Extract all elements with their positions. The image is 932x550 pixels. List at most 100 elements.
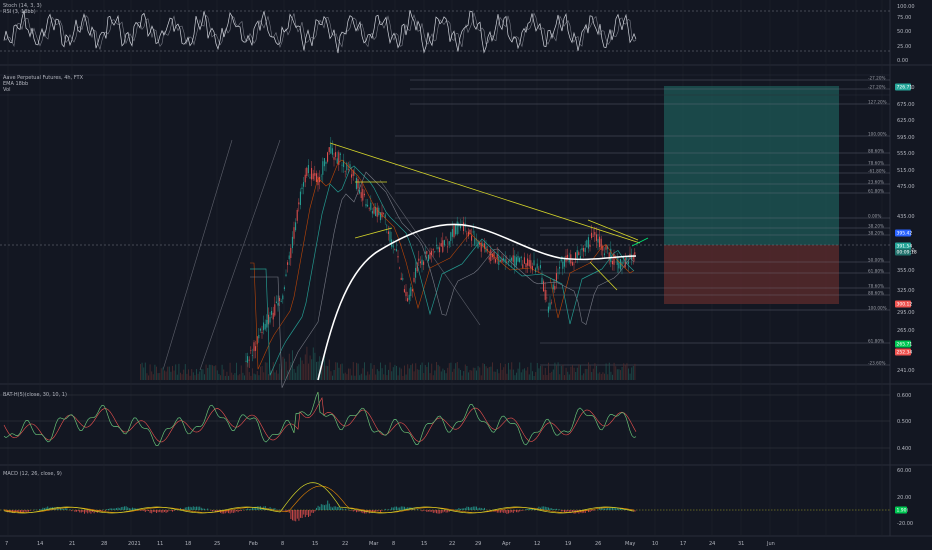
candle-body xyxy=(599,236,601,248)
price-axis-tick: 325.00 xyxy=(897,288,915,294)
macd-histogram-bar xyxy=(221,510,223,514)
candle-body xyxy=(562,261,564,269)
current-price-tag-bg xyxy=(895,242,911,250)
volume-bar xyxy=(332,375,333,380)
volume-bar xyxy=(476,370,477,380)
candle-body xyxy=(267,314,269,325)
time-axis[interactable]: 7 14 21 28 2021 11 18 25 Feb 8 15 22 Mar 8 15 22 29 Apr 12… xyxy=(5,541,775,547)
macd-histogram-bar xyxy=(522,510,524,511)
candle-body xyxy=(575,252,577,259)
macd-axis-tick: 20.00 xyxy=(897,495,911,501)
candle-body xyxy=(413,277,415,282)
candle-body xyxy=(627,261,629,264)
macd-histogram-bar xyxy=(477,508,479,510)
macd-histogram-bar xyxy=(168,510,170,511)
volume-bar xyxy=(170,371,172,380)
volume-bar xyxy=(421,362,423,380)
price-axes[interactable]: 100.0075.0050.0025.000.00725.00675.00625… xyxy=(897,4,915,527)
stoch-pane[interactable] xyxy=(0,10,890,54)
macd-histogram-bar xyxy=(548,507,549,510)
candle-body xyxy=(551,302,553,304)
volume-bar xyxy=(248,372,250,380)
macd-histogram-bar xyxy=(287,510,289,512)
candle-body xyxy=(453,225,455,238)
volume-bar xyxy=(554,362,556,380)
volume-bar xyxy=(388,369,389,380)
osc-axis-tick: 0.600 xyxy=(897,393,911,399)
volume-bar xyxy=(485,366,487,380)
target-zone[interactable] xyxy=(664,86,839,245)
macd-histogram-bar xyxy=(114,508,116,510)
candle-body xyxy=(280,301,282,302)
candle-body xyxy=(613,253,615,265)
candle-body xyxy=(573,263,575,265)
macd-histogram-bar xyxy=(455,509,457,510)
macd-histogram-bar xyxy=(21,510,23,514)
macd-histogram-bar xyxy=(316,507,317,510)
volume-bar xyxy=(612,374,613,380)
candle-body xyxy=(258,334,260,339)
macd-histogram-bar xyxy=(380,510,381,512)
candle-body xyxy=(295,222,297,231)
volume-bar xyxy=(437,364,439,380)
candle-body xyxy=(426,251,428,254)
volume-bar xyxy=(247,362,249,380)
candle-body xyxy=(495,259,497,263)
oscillator-pane[interactable] xyxy=(0,391,890,449)
macd-histogram-bar xyxy=(309,510,311,516)
macd-histogram-bar xyxy=(189,506,191,510)
macd-label[interactable]: MACD (12, 26, close, 9) xyxy=(3,471,62,477)
volume-bar xyxy=(615,366,617,380)
macd-histogram-bar xyxy=(610,507,612,510)
candle-body xyxy=(552,284,554,290)
volume-bar xyxy=(629,373,631,380)
macd-histogram-bar xyxy=(332,507,333,510)
macd-histogram-bar xyxy=(512,510,514,513)
osc-label[interactable]: BAT-H(5)(close, 30, 10, 1) xyxy=(3,392,67,398)
candle-body xyxy=(314,172,316,176)
stop-price-tag: 300.12 xyxy=(897,302,913,308)
macd-histogram-bar xyxy=(525,508,527,510)
volume-bar xyxy=(328,359,330,380)
volume-bar xyxy=(308,363,309,380)
macd-histogram-bar xyxy=(527,509,529,510)
volume-bar xyxy=(173,370,175,380)
vol-label[interactable]: Vol xyxy=(3,87,11,93)
rsi-label[interactable]: RSI (3, 18bb) xyxy=(3,9,36,15)
volume-bar xyxy=(397,375,399,380)
volume-bar xyxy=(367,371,369,380)
stop-zone[interactable] xyxy=(664,245,839,304)
macd-histogram-bar xyxy=(159,510,161,513)
volume-bar xyxy=(583,373,585,380)
volume-bar xyxy=(492,362,493,380)
macd-histogram-bar xyxy=(207,508,209,510)
volume-bar xyxy=(399,367,401,380)
price-pane[interactable] xyxy=(140,137,649,388)
volume-bar xyxy=(311,359,313,380)
macd-histogram-bar xyxy=(364,510,365,514)
macd-histogram-bar xyxy=(330,506,332,510)
volume-bar xyxy=(440,371,442,380)
volume-bar xyxy=(274,372,276,380)
macd-histogram-bar xyxy=(204,508,205,510)
stoch-label[interactable]: Stoch (14, 3, 3) xyxy=(3,3,42,9)
price-tag-a: 395.42 xyxy=(897,231,913,237)
macd-histogram-bar xyxy=(584,510,586,513)
volume-bar xyxy=(312,347,314,380)
symbol-title[interactable]: Aave Perpetual Futures, 4h, FTX xyxy=(3,75,84,81)
candle-body xyxy=(283,287,285,290)
candle-body xyxy=(515,257,517,266)
macd-histogram-bar xyxy=(453,510,455,511)
macd-histogram-bar xyxy=(604,508,605,510)
fib-level-label: 78.60% xyxy=(868,284,884,289)
macd-histogram-bar xyxy=(517,510,519,513)
macd-pane[interactable] xyxy=(0,482,890,522)
volume-bar xyxy=(514,375,516,380)
macd-histogram-bar xyxy=(132,507,133,510)
macd-histogram-bar xyxy=(541,506,543,510)
ema-label[interactable]: EMA 18bb xyxy=(3,81,29,87)
volume-bar xyxy=(458,368,460,380)
date-tick: 12 xyxy=(534,541,540,547)
volume-bar xyxy=(460,369,461,380)
